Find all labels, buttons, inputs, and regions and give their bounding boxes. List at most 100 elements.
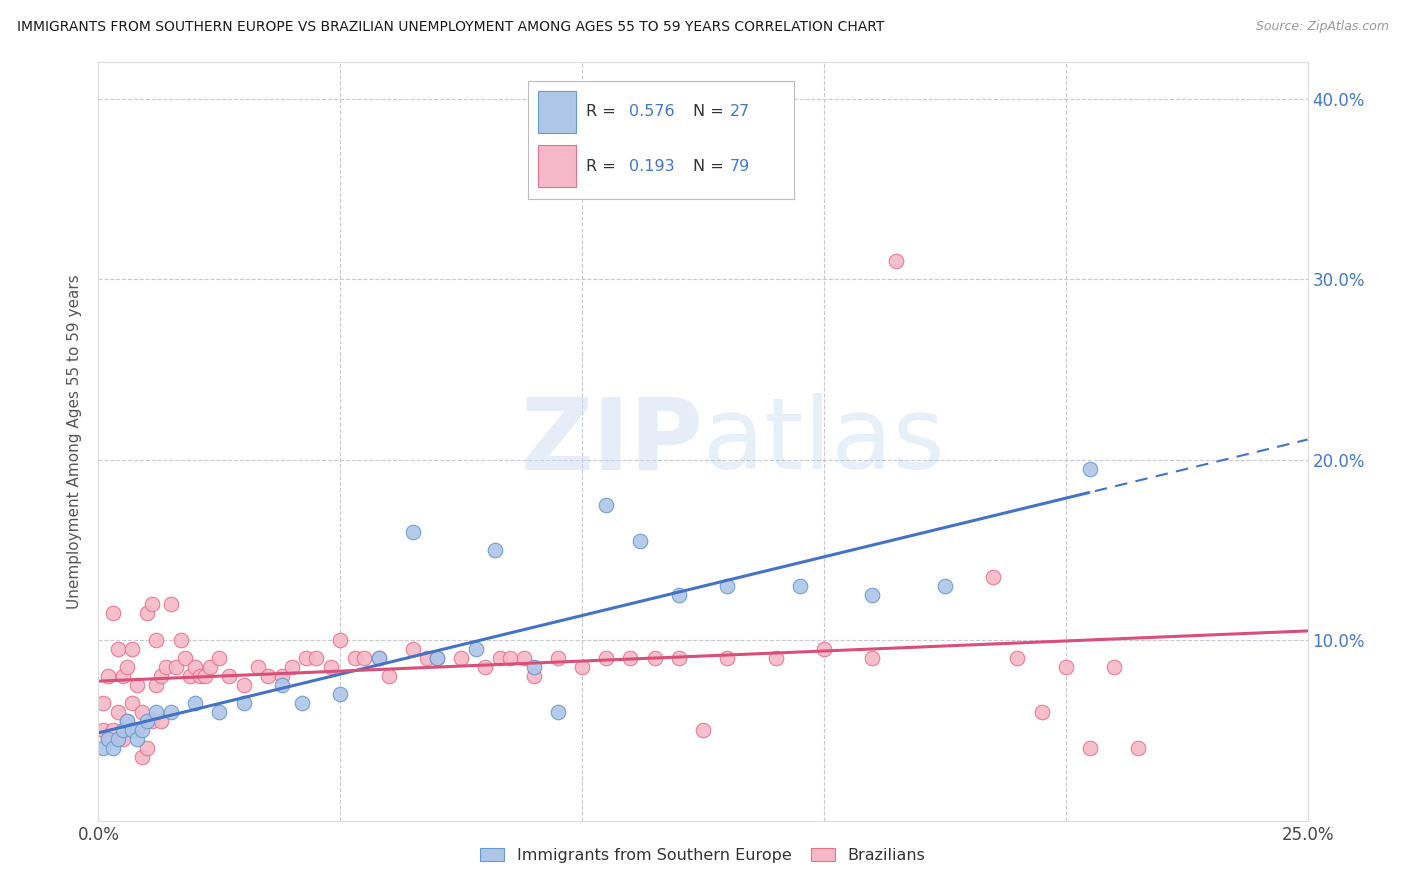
Point — [353, 651, 375, 665]
Point — [208, 706, 231, 720]
Point — [619, 651, 641, 665]
Point — [91, 723, 114, 738]
Point — [319, 660, 342, 674]
Point — [155, 660, 177, 674]
Point — [813, 642, 835, 657]
Point — [150, 669, 173, 683]
Point — [789, 579, 811, 593]
Point — [547, 651, 569, 665]
Point — [141, 597, 163, 611]
Point — [1078, 461, 1101, 475]
Point — [218, 669, 240, 683]
Point — [107, 706, 129, 720]
Point — [111, 669, 134, 683]
Point — [179, 669, 201, 683]
Point — [571, 660, 593, 674]
Point — [97, 732, 120, 747]
Point — [498, 651, 520, 665]
Point — [194, 669, 217, 683]
Point — [343, 651, 366, 665]
Point — [107, 642, 129, 657]
Point — [860, 588, 883, 602]
Point — [150, 714, 173, 729]
Point — [131, 706, 153, 720]
Point — [127, 732, 149, 747]
Point — [329, 633, 352, 648]
Point — [368, 651, 391, 665]
Point — [668, 588, 690, 602]
Point — [188, 669, 211, 683]
Point — [281, 660, 304, 674]
Point — [174, 651, 197, 665]
Point — [232, 696, 254, 710]
Point — [1054, 660, 1077, 674]
Point — [101, 606, 124, 620]
Point — [305, 651, 328, 665]
Point — [145, 633, 167, 648]
Point — [692, 723, 714, 738]
Point — [135, 606, 157, 620]
Point — [271, 678, 294, 692]
Point — [117, 660, 139, 674]
Point — [981, 570, 1004, 584]
Point — [135, 714, 157, 729]
Point — [127, 723, 149, 738]
Point — [489, 651, 512, 665]
Point — [271, 669, 294, 683]
Point — [184, 696, 207, 710]
Point — [111, 723, 134, 738]
Point — [716, 579, 738, 593]
Point — [101, 723, 124, 738]
Point — [135, 741, 157, 756]
Point — [101, 741, 124, 756]
Point — [97, 669, 120, 683]
Point — [107, 732, 129, 747]
Point — [402, 642, 425, 657]
Point — [628, 533, 651, 548]
Point — [91, 696, 114, 710]
Point — [377, 669, 399, 683]
Point — [426, 651, 449, 665]
Point — [131, 723, 153, 738]
Point — [295, 651, 318, 665]
Point — [513, 651, 536, 665]
Point — [934, 579, 956, 593]
Point — [117, 714, 139, 729]
Point — [595, 498, 617, 512]
Point — [595, 651, 617, 665]
Point — [523, 669, 546, 683]
Point — [232, 678, 254, 692]
Point — [256, 669, 278, 683]
Point — [145, 706, 167, 720]
Point — [886, 254, 908, 268]
Point — [1102, 660, 1125, 674]
Point — [426, 651, 449, 665]
Point — [208, 651, 231, 665]
Point — [1078, 741, 1101, 756]
Point — [368, 651, 391, 665]
Y-axis label: Unemployment Among Ages 55 to 59 years: Unemployment Among Ages 55 to 59 years — [67, 274, 83, 609]
Point — [117, 714, 139, 729]
Point — [716, 651, 738, 665]
Point — [160, 706, 183, 720]
Legend: Immigrants from Southern Europe, Brazilians: Immigrants from Southern Europe, Brazili… — [474, 842, 932, 870]
Point — [121, 642, 143, 657]
Point — [145, 678, 167, 692]
Point — [141, 714, 163, 729]
Text: ZIP: ZIP — [520, 393, 703, 490]
Point — [1128, 741, 1150, 756]
Text: Source: ZipAtlas.com: Source: ZipAtlas.com — [1256, 20, 1389, 33]
Point — [247, 660, 270, 674]
Point — [329, 687, 352, 701]
Point — [111, 732, 134, 747]
Point — [165, 660, 187, 674]
Point — [668, 651, 690, 665]
Point — [131, 750, 153, 764]
Point — [464, 642, 486, 657]
Point — [484, 542, 506, 557]
Point — [91, 741, 114, 756]
Point — [198, 660, 221, 674]
Point — [169, 633, 191, 648]
Point — [860, 651, 883, 665]
Point — [290, 696, 312, 710]
